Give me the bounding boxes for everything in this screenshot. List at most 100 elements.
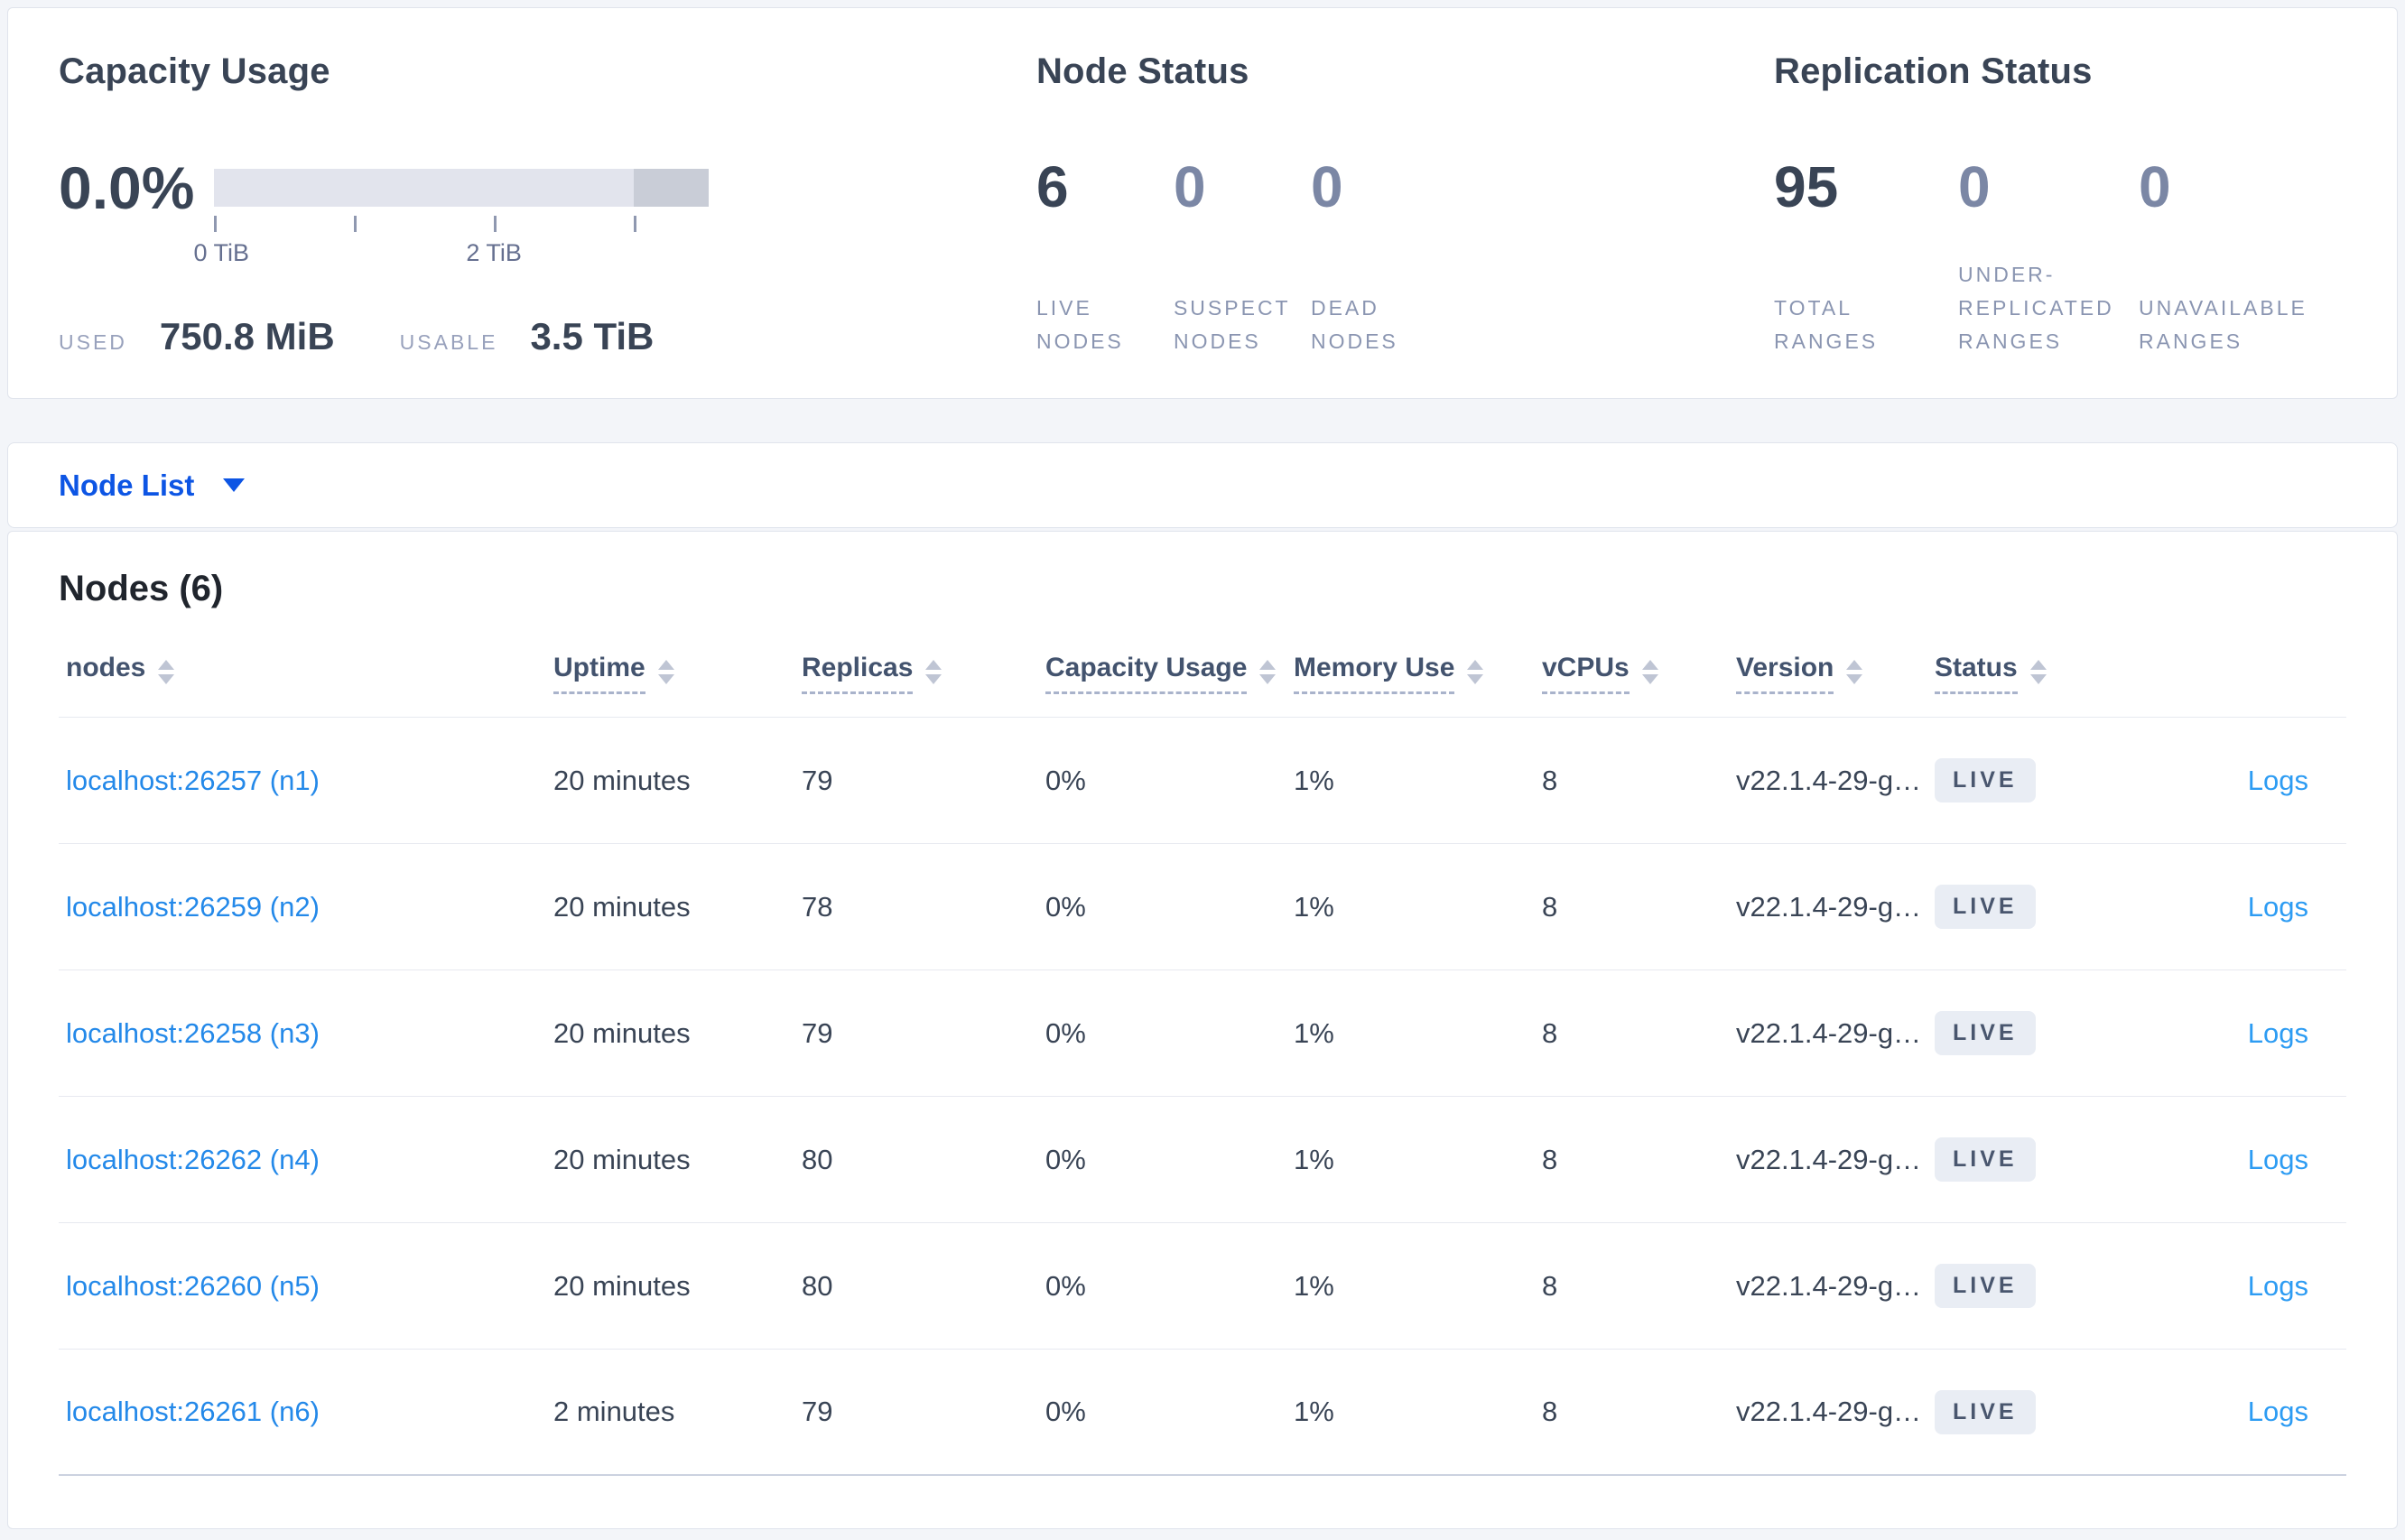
live-nodes-value: 6: [1035, 154, 1069, 219]
total-ranges-value: 95: [1774, 154, 1839, 219]
under-replicated-ranges-label: UNDER-REPLICATED RANGES: [1958, 263, 2114, 353]
node-link[interactable]: localhost:26260 (n5): [66, 1269, 320, 1302]
nodes-table-panel: Nodes (6) nodes Uptime Replicas Capacity…: [7, 531, 2398, 1529]
vcpus-cell: 8: [1542, 1269, 1558, 1302]
capacity-cell: 0%: [1045, 1269, 1086, 1302]
node-link[interactable]: localhost:26261 (n6): [66, 1396, 320, 1427]
vcpus-cell: 8: [1542, 1016, 1558, 1049]
version-cell: v22.1.4-29-g…: [1736, 1143, 1922, 1175]
capacity-cell: 0%: [1045, 890, 1086, 923]
column-header-status[interactable]: Status: [1935, 653, 2142, 694]
nodes-table-header: nodes Uptime Replicas Capacity Usage Mem…: [59, 653, 2346, 718]
node-status-title: Node Status: [1035, 51, 1249, 91]
status-badge: LIVE: [1935, 1389, 2036, 1434]
memory-cell: 1%: [1294, 1143, 1334, 1175]
memory-cell: 1%: [1294, 1016, 1334, 1049]
capacity-used-label: USED: [59, 330, 127, 354]
replicas-cell: 78: [802, 890, 833, 923]
memory-cell: 1%: [1294, 764, 1334, 796]
capacity-cell: 0%: [1045, 1143, 1086, 1175]
vcpus-cell: 8: [1542, 1396, 1558, 1427]
node-link[interactable]: localhost:26259 (n2): [66, 890, 320, 923]
cluster-summary-panel: Capacity Usage 0.0% 0 TiB 2 TiB USED 750…: [7, 7, 2398, 399]
column-header-version[interactable]: Version: [1736, 653, 1935, 694]
capacity-axis-tick: [494, 216, 497, 232]
logs-link[interactable]: Logs: [2247, 890, 2308, 923]
suspect-nodes-value: 0: [1173, 154, 1206, 219]
dead-nodes-stat: 0 DEAD NODES: [1311, 154, 1455, 358]
version-cell: v22.1.4-29-g…: [1736, 764, 1922, 796]
uptime-cell: 20 minutes: [553, 1016, 691, 1049]
unavailable-ranges-label: UNAVAILABLE RANGES: [2139, 296, 2308, 353]
table-row-node-n5: localhost:26260 (n5) 20 minutes 80 0% 1%…: [59, 1223, 2346, 1350]
node-list-dropdown-label: Node List: [59, 468, 195, 502]
table-row-node-n6: localhost:26261 (n6) 2 minutes 79 0% 1% …: [59, 1350, 2346, 1476]
under-replicated-ranges-stat: 0 UNDER-REPLICATED RANGES: [1958, 154, 2139, 358]
capacity-cell: 0%: [1045, 1396, 1086, 1427]
vcpus-cell: 8: [1542, 890, 1558, 923]
table-row-node-n2: localhost:26259 (n2) 20 minutes 78 0% 1%…: [59, 844, 2346, 970]
live-nodes-label: LIVE NODES: [1035, 296, 1124, 353]
logs-link[interactable]: Logs: [2247, 1143, 2308, 1175]
nodes-section-title: Nodes (6): [59, 569, 224, 608]
column-header-capacity-usage[interactable]: Capacity Usage: [1045, 653, 1294, 694]
logs-link[interactable]: Logs: [2247, 1016, 2308, 1049]
unavailable-ranges-stat: 0 UNAVAILABLE RANGES: [2139, 154, 2346, 358]
status-badge: LIVE: [1935, 1137, 2036, 1182]
capacity-usable-value: 3.5 TiB: [530, 315, 655, 357]
replicas-cell: 80: [802, 1269, 833, 1302]
sort-icon: [1467, 660, 1484, 684]
sort-icon: [1259, 660, 1277, 684]
column-header-uptime[interactable]: Uptime: [553, 653, 802, 694]
status-badge: LIVE: [1935, 1011, 2036, 1055]
capacity-axis-tick: [634, 216, 637, 232]
node-status-section: Node Status 6 LIVE NODES 0 SUSPECT NODES…: [1036, 50, 1774, 358]
sort-icon: [1846, 660, 1863, 684]
replication-status-title: Replication Status: [1774, 51, 2093, 91]
capacity-usage-bar-chart: 0 TiB 2 TiB: [193, 169, 709, 266]
uptime-cell: 2 minutes: [553, 1396, 675, 1427]
table-row-node-n1: localhost:26257 (n1) 20 minutes 79 0% 1%…: [59, 718, 2346, 844]
replicas-cell: 79: [802, 1396, 833, 1427]
sort-icon: [925, 660, 942, 684]
column-header-vcpus[interactable]: vCPUs: [1542, 653, 1736, 694]
node-list-dropdown[interactable]: Node List: [59, 468, 246, 503]
version-cell: v22.1.4-29-g…: [1736, 1269, 1922, 1302]
logs-link[interactable]: Logs: [2247, 1269, 2308, 1302]
total-ranges-label: TOTAL RANGES: [1774, 296, 1879, 353]
capacity-usage-section: Capacity Usage 0.0% 0 TiB 2 TiB USED 750…: [59, 50, 1036, 358]
replicas-cell: 79: [802, 764, 833, 796]
replicas-cell: 80: [802, 1143, 833, 1175]
node-link[interactable]: localhost:26262 (n4): [66, 1143, 320, 1175]
column-header-memory-use[interactable]: Memory Use: [1294, 653, 1542, 694]
sort-icon: [657, 660, 674, 684]
logs-link[interactable]: Logs: [2247, 1396, 2308, 1427]
capacity-axis-label-2tib: 2 TiB: [466, 239, 522, 266]
sort-icon: [1641, 660, 1658, 684]
memory-cell: 1%: [1294, 1396, 1334, 1427]
table-row-node-n4: localhost:26262 (n4) 20 minutes 80 0% 1%…: [59, 1097, 2346, 1223]
dead-nodes-value: 0: [1310, 154, 1343, 219]
node-status-stats: 6 LIVE NODES 0 SUSPECT NODES 0 DEAD NODE…: [1036, 154, 1774, 358]
status-badge: LIVE: [1935, 1264, 2036, 1308]
live-nodes-stat: 6 LIVE NODES: [1036, 154, 1174, 358]
unavailable-ranges-value: 0: [2139, 154, 2171, 219]
vcpus-cell: 8: [1542, 1143, 1558, 1175]
memory-cell: 1%: [1294, 890, 1334, 923]
capacity-usage-title: Capacity Usage: [59, 51, 330, 91]
status-badge: LIVE: [1935, 885, 2036, 929]
column-header-nodes[interactable]: nodes: [59, 653, 553, 684]
capacity-cell: 0%: [1045, 764, 1086, 796]
capacity-bar-reserved-segment: [634, 169, 709, 207]
node-link[interactable]: localhost:26257 (n1): [66, 764, 320, 796]
capacity-axis-tick: [214, 216, 217, 232]
uptime-cell: 20 minutes: [553, 1269, 691, 1302]
replication-status-stats: 95 TOTAL RANGES 0 UNDER-REPLICATED RANGE…: [1774, 154, 2346, 358]
column-header-replicas[interactable]: Replicas: [802, 653, 1045, 694]
sort-icon: [158, 660, 175, 684]
sort-icon: [2029, 660, 2047, 684]
capacity-bar-background: [214, 169, 709, 207]
suspect-nodes-label: SUSPECT NODES: [1173, 296, 1291, 353]
logs-link[interactable]: Logs: [2247, 764, 2308, 796]
node-link[interactable]: localhost:26258 (n3): [66, 1016, 320, 1049]
